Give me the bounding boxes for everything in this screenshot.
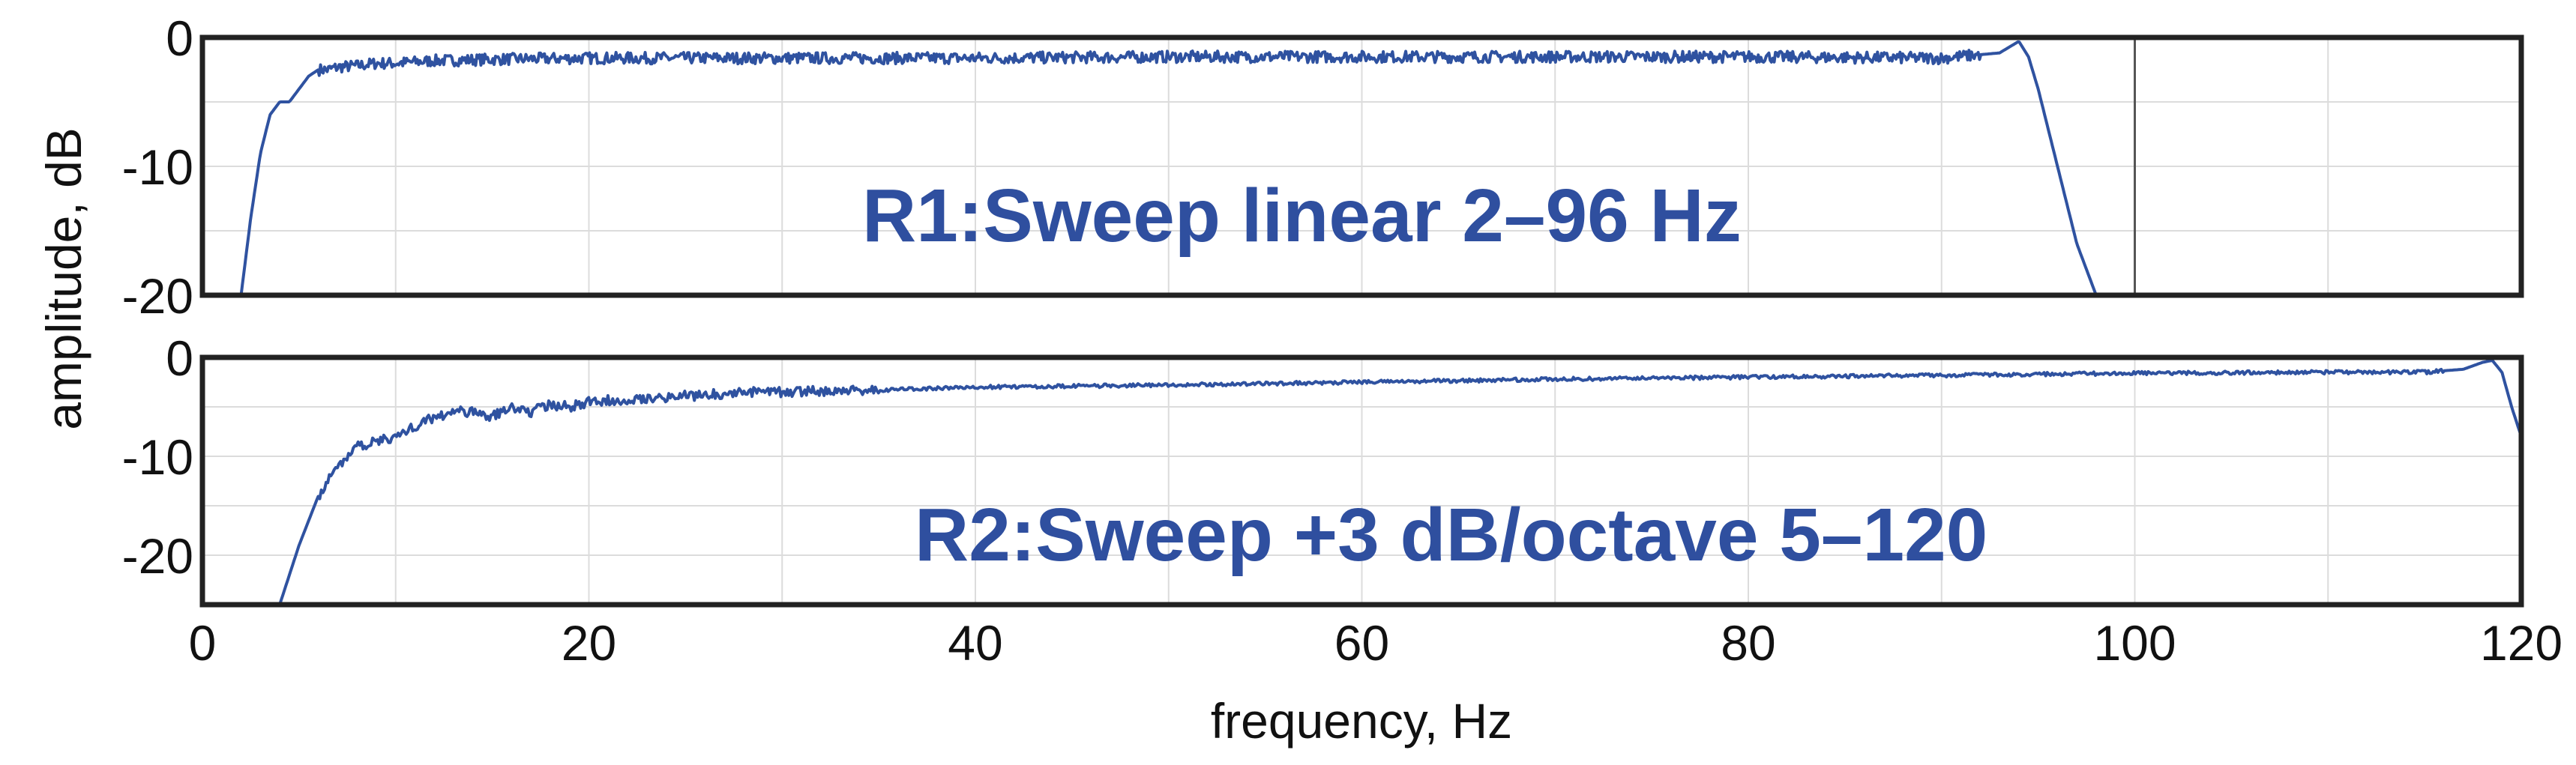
- y-axis-label: amplitude, dB: [36, 127, 91, 430]
- panel-r2-series-line: [278, 359, 2523, 605]
- panel-r1-frame: [199, 34, 2524, 298]
- x-axis-label: frequency, Hz: [1211, 693, 1512, 749]
- x-tick-label: 100: [2093, 615, 2176, 671]
- panel-r2: 0 -10 -20 0 20 40 60 80 100 120 R2:Sweep +3 dB/o…: [122, 330, 2563, 671]
- panel-r1-annotation: R1:Sweep linear 2–96 Hz: [862, 174, 1742, 258]
- y-tick-label: -20: [122, 268, 193, 324]
- y-tick-label: -10: [122, 139, 193, 195]
- x-tick-label: 80: [1721, 615, 1775, 671]
- panel-r2-y-ticks: 0 -10 -20: [122, 330, 193, 584]
- panel-r2-x-ticks: 0 20 40 60 80 100 120: [189, 615, 2563, 671]
- y-tick-label: 0: [166, 10, 193, 66]
- x-tick-label: 0: [189, 615, 217, 671]
- y-tick-label: 0: [166, 330, 193, 386]
- panel-r2-annotation: R2:Sweep +3 dB/octave 5–120: [915, 493, 1987, 577]
- panel-r1-series-line: [239, 40, 2098, 296]
- panel-r1-y-ticks: 0 -10 -20: [122, 10, 193, 324]
- x-tick-label: 40: [948, 615, 1002, 671]
- panel-r2-frame: [199, 354, 2524, 608]
- y-tick-label: -20: [122, 528, 193, 584]
- panel-r1: 0 -10 -20 R1:Sweep linear 2–96 Hz: [122, 10, 2524, 324]
- x-tick-label: 120: [2480, 615, 2563, 671]
- y-tick-label: -10: [122, 429, 193, 485]
- x-tick-label: 20: [562, 615, 616, 671]
- x-tick-label: 60: [1334, 615, 1389, 671]
